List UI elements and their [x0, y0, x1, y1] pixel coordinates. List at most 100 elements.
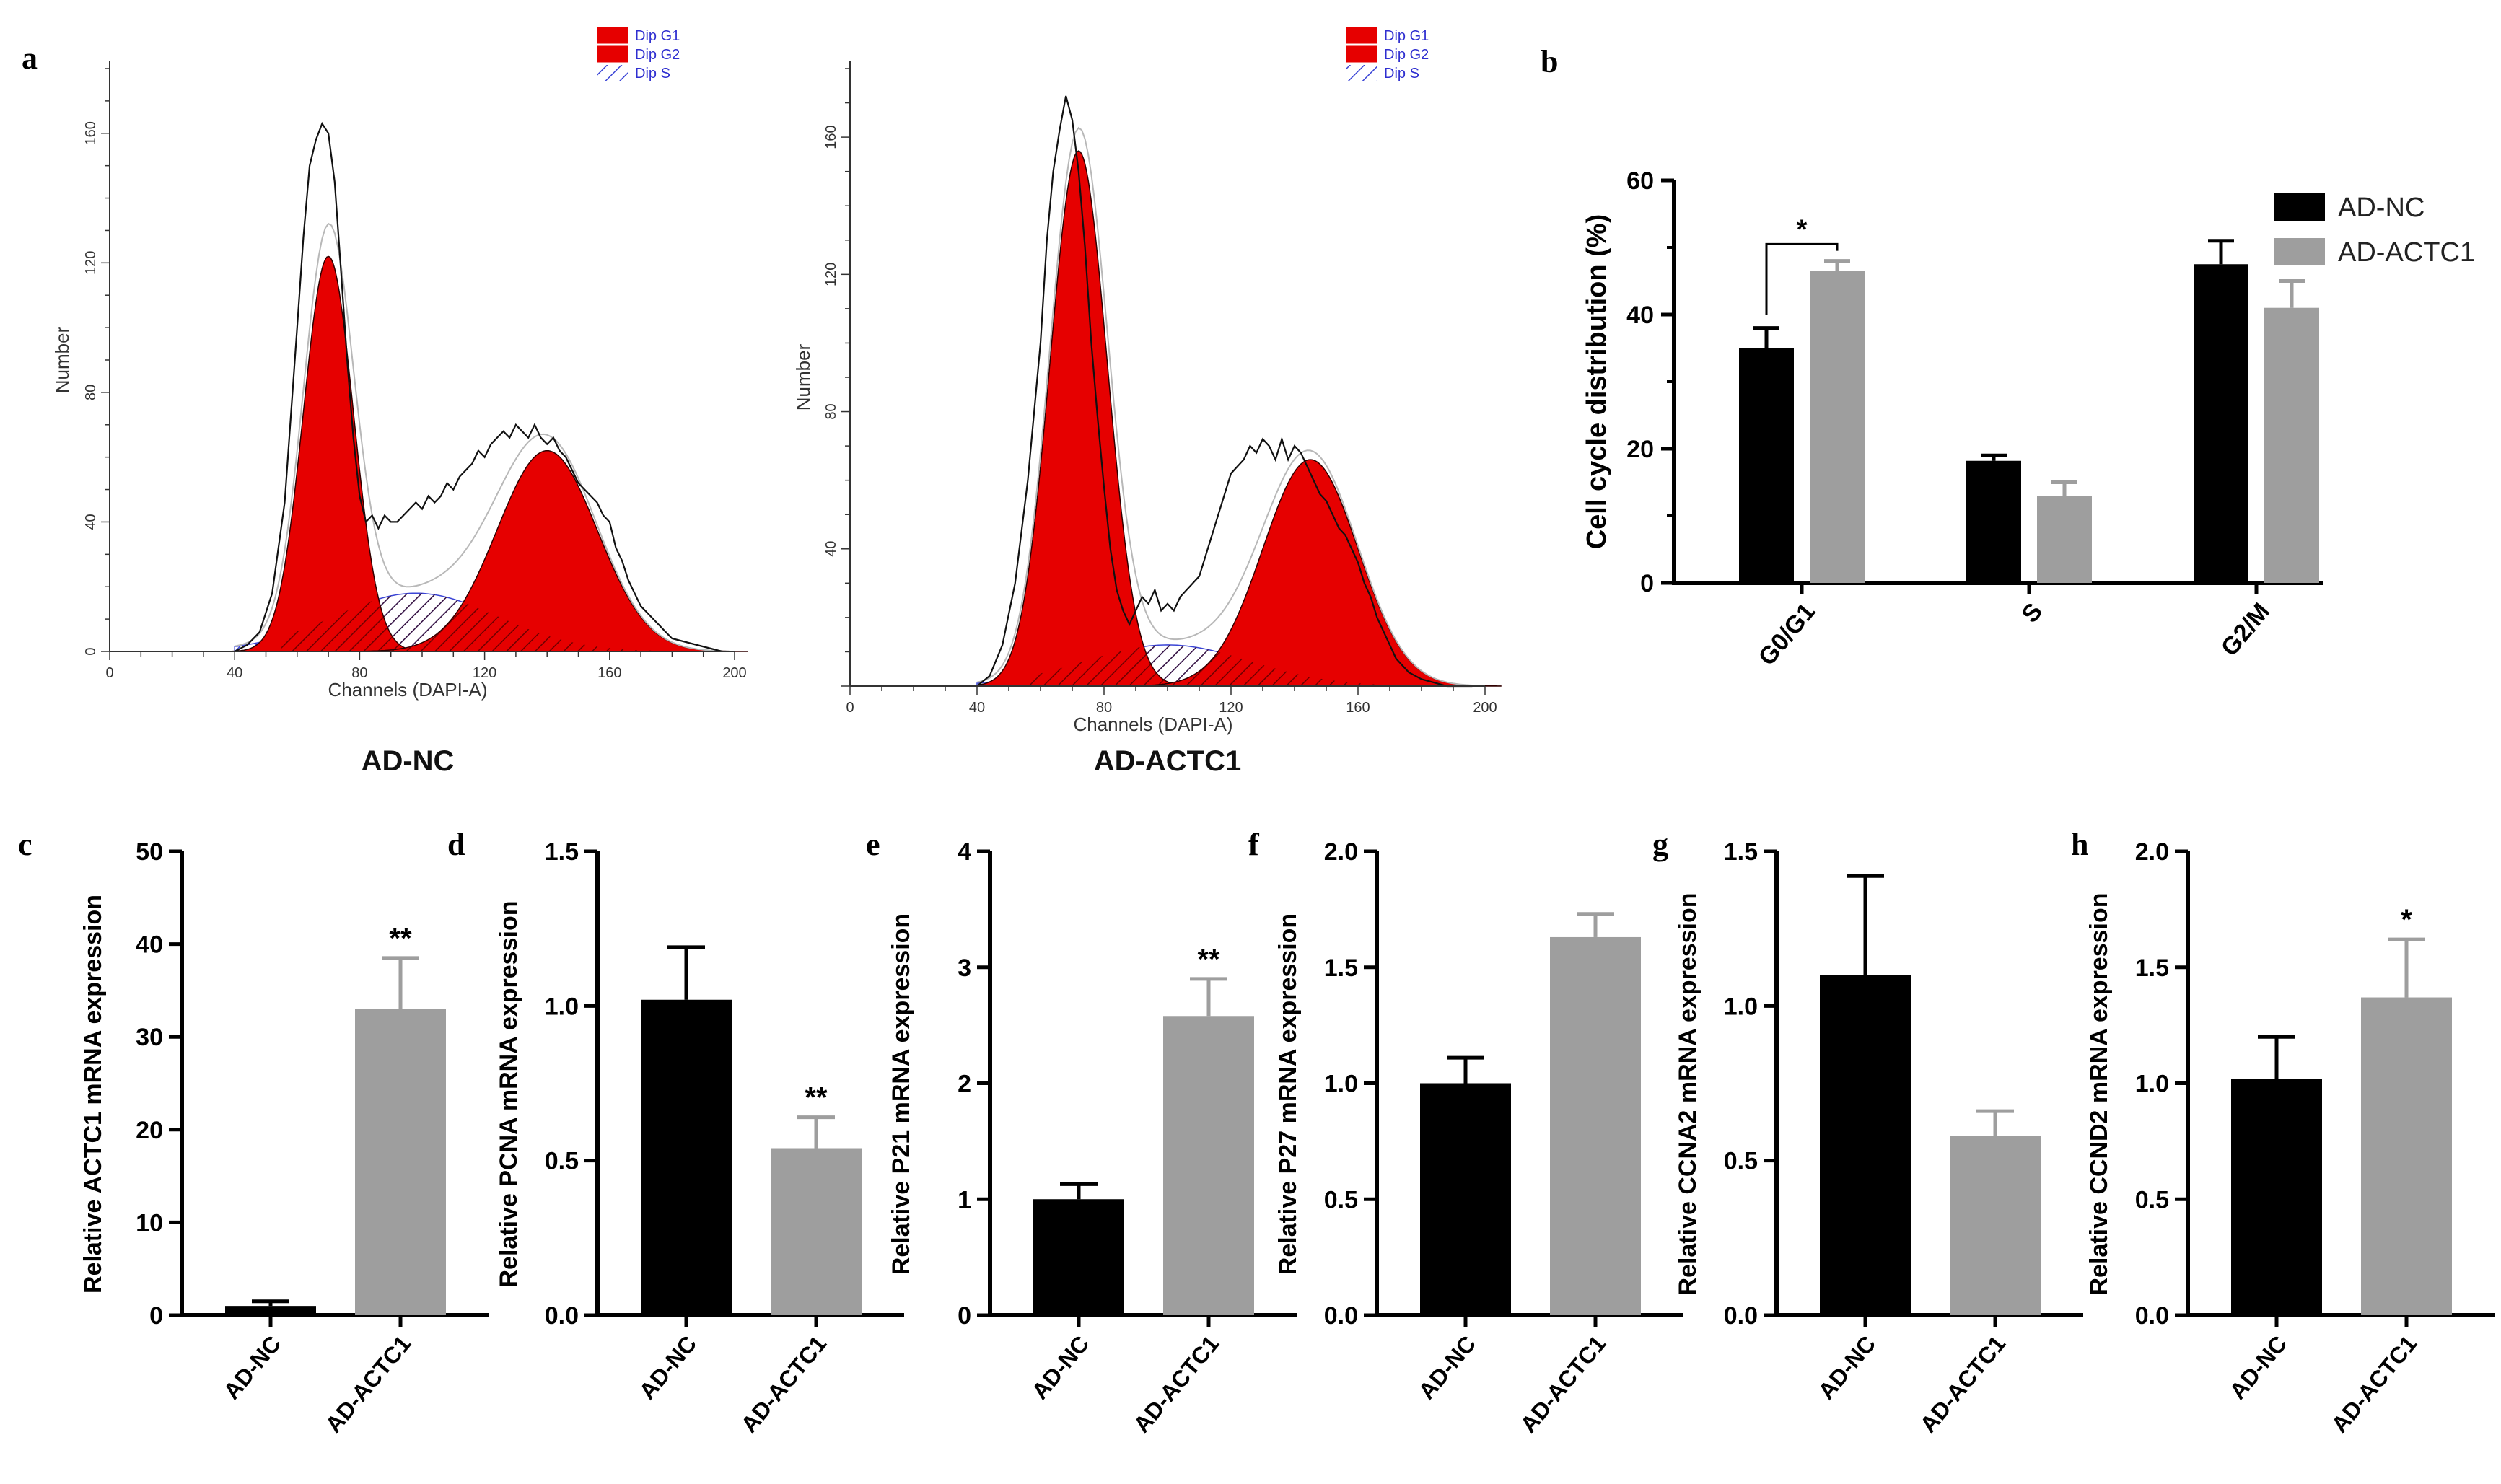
bar-ad-actc1 [1950, 1136, 2041, 1315]
legend-label: Dip S [1384, 66, 1419, 82]
y-tick-label: 4 [958, 838, 971, 866]
x-tick-label: AD-NC [1027, 1330, 1095, 1404]
bar-ad-nc [1420, 1083, 1511, 1315]
x-tick-label: 40 [227, 665, 242, 681]
y-axis-label: Relative CCNA2 mRNA expression [1674, 892, 1701, 1295]
x-tick-label: AD-NC [1414, 1330, 1481, 1404]
y-tick-label: 20 [136, 1117, 163, 1144]
panel-title: AD-ACTC1 [1094, 745, 1241, 777]
model-fit-curve [234, 222, 722, 652]
y-axis-label: Relative P21 mRNA expression [888, 913, 915, 1275]
y-tick-label: 80 [823, 403, 839, 419]
legend-swatch [2274, 238, 2325, 265]
y-tick-label: 0.0 [1724, 1302, 1758, 1330]
x-tick-label: G0/G1 [1753, 598, 1821, 671]
y-tick-label: 1.0 [2135, 1071, 2169, 1098]
histogram-ad-nc: 0 40 80 120 160 200 0 40 80 120 160 Channels (DAPI-… [51, 27, 748, 777]
bar-ad-actc1 [1550, 936, 1641, 1315]
y-tick-label: 1.0 [1324, 1071, 1358, 1098]
y-tick-label: 160 [823, 125, 839, 149]
bar-ad-nc-g2m [2194, 264, 2248, 583]
dip-s-overlap [281, 593, 688, 651]
x-tick-label: AD-NC [219, 1330, 286, 1404]
panel-letter-a: a [22, 40, 38, 76]
y-tick-label: 40 [83, 514, 99, 530]
dip-g1-peak [963, 150, 1193, 687]
bar-ad-nc [1820, 975, 1911, 1315]
legend-label: Dip G1 [1384, 28, 1429, 44]
x-tick-label: 0 [846, 700, 854, 716]
bar-ad-actc1-g0g1 [1810, 271, 1865, 583]
legend-label: Dip G1 [635, 28, 680, 44]
y-tick-label: 60 [1626, 167, 1654, 195]
significance-mark: * [1797, 214, 1808, 245]
raw-histogram-trace [976, 95, 1473, 688]
bar-ad-nc-g0g1 [1739, 348, 1794, 583]
bar-ad-nc [641, 999, 732, 1315]
x-tick-label: AD-ACTC1 [2326, 1330, 2422, 1437]
bar-ad-nc [2231, 1079, 2322, 1315]
y-tick-label: 1 [958, 1186, 971, 1213]
y-tick-label: 2 [958, 1071, 971, 1098]
y-tick-label: 1.5 [2135, 954, 2169, 982]
panel-letter-d: d [447, 827, 465, 862]
bar-ad-actc1 [355, 1009, 446, 1315]
x-tick-label: S [2016, 598, 2048, 628]
y-tick-label: 0.5 [1724, 1148, 1758, 1175]
y-tick-label: 2.0 [1324, 838, 1358, 866]
panel-letter-f: f [1248, 827, 1260, 862]
y-axis-label: Cell cycle distribution (%) [1582, 214, 1612, 550]
x-tick-label: G2/M [2216, 598, 2276, 662]
y-tick-label: 0 [83, 647, 99, 655]
legend-label: AD-NC [2338, 193, 2425, 223]
x-tick-label: 120 [1219, 700, 1243, 716]
pcna-expression-chart: 0.0 0.5 1.0 1.5 AD-NC ** AD-ACTC1 Relative PCNA… [495, 838, 904, 1438]
y-tick-label: 160 [83, 121, 99, 145]
x-axis-label: Channels (DAPI-A) [328, 679, 487, 701]
y-tick-label: 40 [823, 541, 839, 557]
panel-letter-b: b [1541, 44, 1558, 79]
y-tick-label: 0 [149, 1302, 163, 1330]
legend-swatch [597, 27, 628, 44]
panel-letter-c: c [18, 827, 32, 862]
bar-ad-actc1-s [2037, 496, 2092, 583]
x-tick-label: AD-NC [1813, 1330, 1881, 1404]
x-tick-label: 200 [1473, 700, 1497, 716]
bar-ad-actc1 [771, 1148, 862, 1315]
legend-swatch [1346, 65, 1377, 81]
panel-letter-h: h [2071, 827, 2088, 862]
x-axis-label: Channels (DAPI-A) [1073, 714, 1232, 735]
cell-cycle-bar-chart: 0 20 40 60 G0/G1 S G2/M * Cell cycle distributio… [1582, 167, 2475, 671]
x-tick-label: 80 [351, 665, 367, 681]
x-tick-label: 0 [105, 665, 113, 681]
legend-swatch [1346, 45, 1377, 63]
y-tick-label: 20 [1626, 436, 1654, 463]
actc1-expression-chart: 0 10 20 30 40 50 AD-NC ** AD-ACTC1 Relative ACTC1… [79, 838, 489, 1438]
legend-swatch [1346, 27, 1377, 44]
model-fit-curve [976, 126, 1473, 686]
y-tick-label: 40 [136, 931, 163, 959]
y-tick-label: 0.0 [1324, 1302, 1358, 1330]
y-tick-label: 0.0 [2135, 1302, 2169, 1330]
legend-label: Dip G2 [1384, 47, 1429, 63]
bar-ad-actc1 [1163, 1016, 1254, 1315]
y-tick-label: 0.5 [545, 1148, 579, 1175]
raw-histogram-trace [234, 121, 722, 653]
y-axis-label: Relative CCND2 mRNA expression [2085, 892, 2113, 1295]
x-tick-label: 160 [597, 665, 621, 681]
x-tick-label: AD-ACTC1 [320, 1330, 416, 1437]
legend-label: Dip G2 [635, 47, 680, 63]
x-tick-label: AD-ACTC1 [1129, 1330, 1225, 1437]
y-axis-label: Relative P27 mRNA expression [1274, 913, 1302, 1275]
y-tick-label: 1.5 [1724, 838, 1758, 866]
dip-g1-peak [227, 255, 429, 652]
x-tick-label: AD-ACTC1 [736, 1330, 832, 1437]
legend-swatch [597, 45, 628, 63]
significance-bracket [1765, 242, 1839, 315]
x-tick-label: AD-NC [2225, 1330, 2292, 1404]
y-axis-label: Relative ACTC1 mRNA expression [79, 895, 107, 1294]
p27-expression-chart: 0.0 0.5 1.0 1.5 2.0 AD-NC AD-ACTC1 Relative P27… [1274, 838, 1683, 1438]
significance-mark: ** [1197, 944, 1220, 975]
ccnd2-expression-chart: 0.0 0.5 1.0 1.5 2.0 AD-NC * AD-ACTC1 Relative CC… [2085, 838, 2495, 1438]
x-tick-label: 160 [1346, 700, 1370, 716]
